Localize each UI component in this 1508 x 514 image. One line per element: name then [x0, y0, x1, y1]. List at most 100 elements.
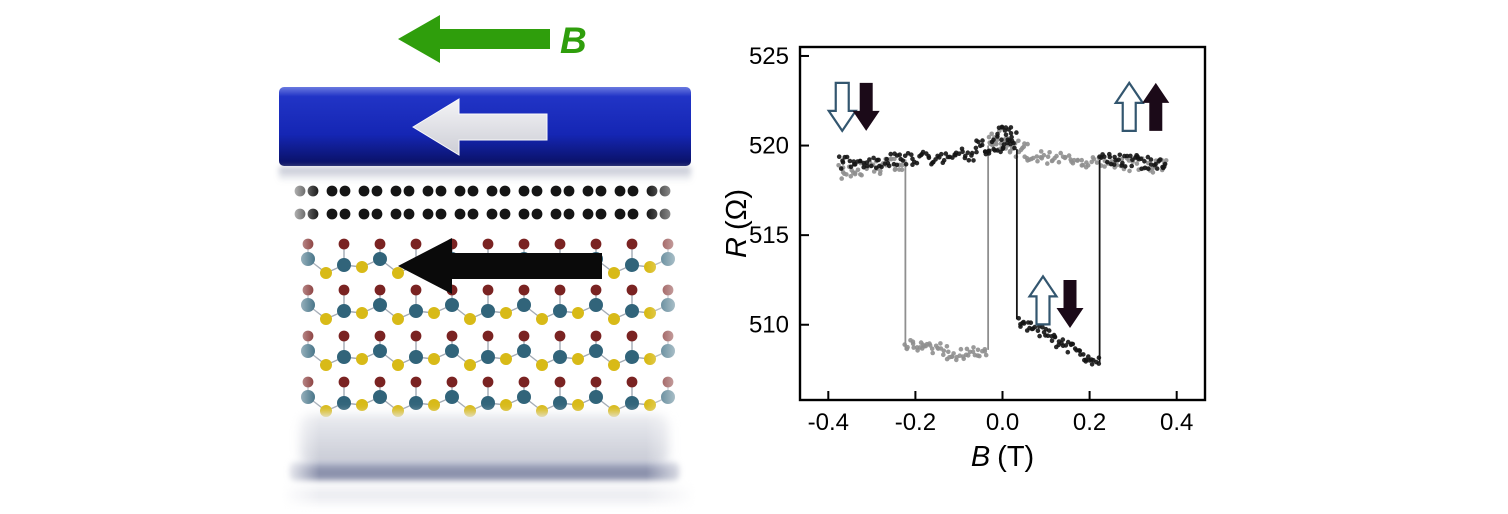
y-tick-label: 520 — [749, 133, 789, 160]
atom — [445, 390, 459, 404]
atom — [517, 344, 531, 358]
atom — [339, 208, 351, 220]
atom — [374, 330, 386, 342]
atom — [499, 208, 511, 220]
atom — [500, 399, 512, 411]
atom — [517, 390, 531, 404]
atom — [390, 185, 402, 197]
atom — [294, 208, 306, 220]
atom — [337, 304, 351, 318]
atom — [446, 330, 458, 342]
atom — [373, 344, 387, 358]
y-tick-label: 525 — [749, 43, 789, 70]
atom — [428, 307, 440, 319]
atom — [627, 208, 639, 220]
magnetization-arrow-open-up-icon — [1027, 274, 1059, 326]
atom — [339, 185, 351, 197]
atom — [499, 185, 511, 197]
atom — [626, 376, 638, 388]
atom — [410, 330, 422, 342]
atom — [301, 344, 315, 358]
y-axis-label: R(Ω) — [721, 189, 753, 258]
atom — [464, 313, 476, 325]
atom — [644, 353, 656, 365]
substrate — [258, 414, 702, 503]
atom — [625, 304, 639, 318]
atom — [550, 185, 562, 197]
atom — [302, 330, 314, 342]
atom — [481, 304, 495, 318]
atom — [326, 185, 338, 197]
atom — [614, 208, 626, 220]
field-label: B — [560, 20, 587, 61]
atom — [554, 284, 566, 296]
atom — [482, 330, 494, 342]
atom — [371, 208, 383, 220]
atom — [554, 376, 566, 388]
atom — [403, 208, 415, 220]
atom — [373, 298, 387, 312]
atom — [307, 208, 319, 220]
electrode-magnetization-arrow-icon — [412, 98, 548, 156]
atom — [302, 284, 314, 296]
atom — [371, 185, 383, 197]
atom — [582, 208, 594, 220]
atom — [608, 267, 620, 279]
atom — [409, 350, 423, 364]
atom — [661, 298, 675, 312]
atom — [563, 208, 575, 220]
magnetic-field: B — [398, 15, 587, 63]
atom — [661, 390, 675, 404]
atom — [500, 353, 512, 365]
x-tick-label: 0.4 — [1160, 409, 1193, 436]
atom — [464, 359, 476, 371]
atom — [320, 267, 332, 279]
atom — [337, 396, 351, 410]
atom — [590, 284, 602, 296]
atom — [374, 238, 386, 250]
atom — [659, 185, 671, 197]
atom — [301, 390, 315, 404]
atom — [553, 396, 567, 410]
atom — [625, 350, 639, 364]
atom — [661, 344, 675, 358]
atom — [410, 238, 422, 250]
atom — [518, 330, 530, 342]
atom — [589, 390, 603, 404]
graphene-bilayer — [294, 185, 671, 220]
atom — [486, 185, 498, 197]
atom — [358, 208, 370, 220]
atom — [338, 376, 350, 388]
substrate-slab-base — [258, 487, 702, 503]
atom — [572, 307, 584, 319]
atom — [435, 208, 447, 220]
magnetization-arrow-filled-down-icon — [852, 82, 880, 131]
atom — [595, 185, 607, 197]
atom — [531, 185, 543, 197]
x-tick-label: -0.4 — [808, 409, 849, 436]
x-tick-label: 0.2 — [1073, 409, 1106, 436]
field-arrow-icon — [398, 15, 550, 63]
atom — [338, 238, 350, 250]
atom — [338, 284, 350, 296]
atom — [337, 258, 351, 272]
atom — [435, 185, 447, 197]
atom — [392, 313, 404, 325]
atom — [409, 396, 423, 410]
atom — [373, 390, 387, 404]
atom — [626, 330, 638, 342]
series-black-trace — [836, 124, 1168, 367]
atom — [536, 313, 548, 325]
atom — [608, 313, 620, 325]
y-tick-label: 515 — [749, 222, 789, 249]
atom — [563, 185, 575, 197]
atom — [500, 307, 512, 319]
atom — [467, 185, 479, 197]
atom — [356, 261, 368, 273]
atom — [338, 330, 350, 342]
atom — [467, 208, 479, 220]
atom — [481, 396, 495, 410]
atom — [446, 376, 458, 388]
atom — [302, 238, 314, 250]
